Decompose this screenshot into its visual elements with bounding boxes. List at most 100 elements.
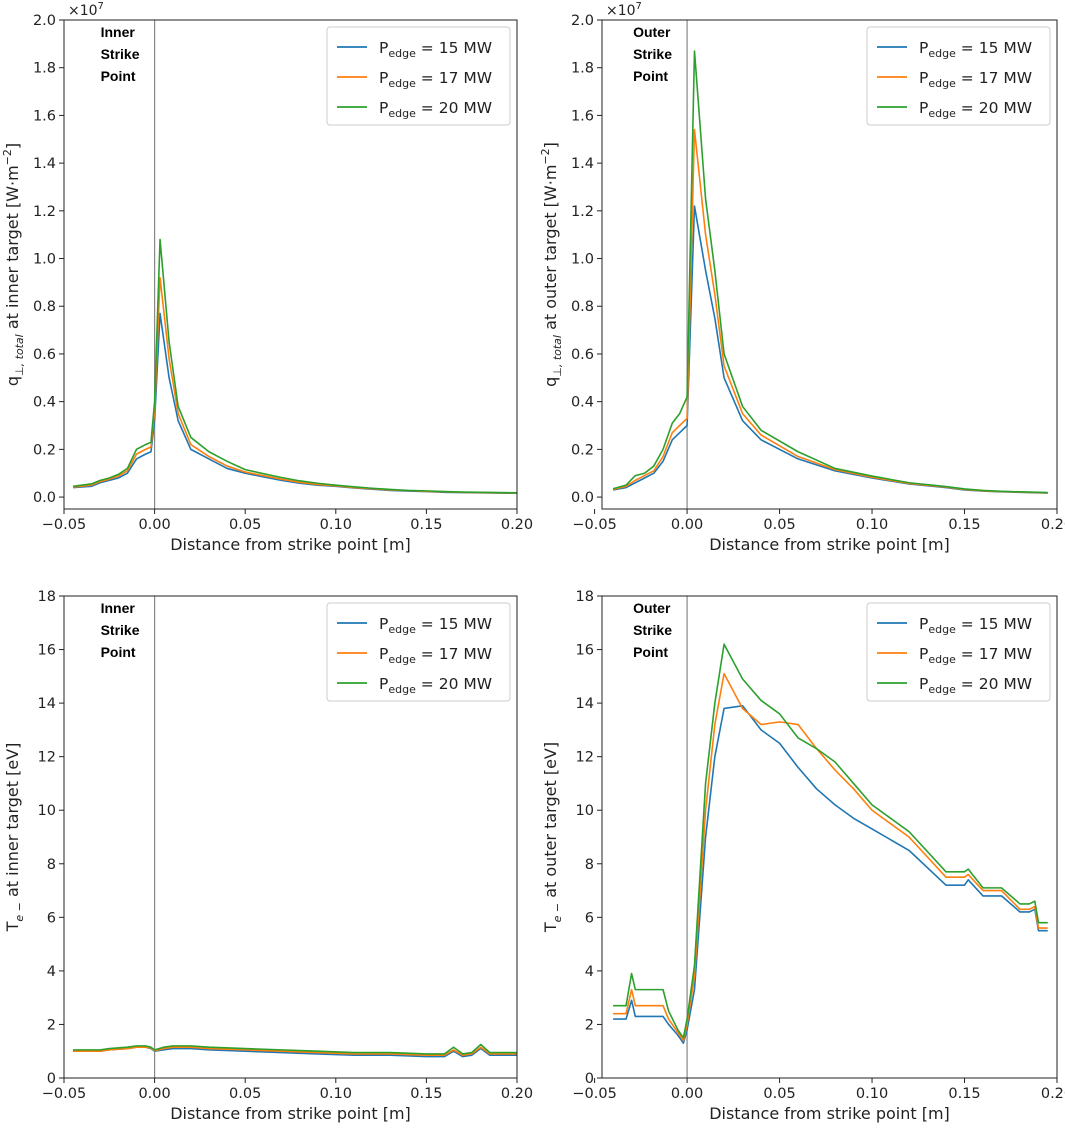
y-tick-label: 18 [38, 589, 56, 605]
x-tick-label: 0.00 [671, 1086, 703, 1102]
x-axis-label: Distance from strike point [m] [709, 1104, 950, 1123]
y-tick-label: 0.0 [33, 490, 56, 506]
y-tick-label: 4 [47, 964, 56, 980]
x-tick-label: −0.05 [572, 1086, 616, 1102]
x-axis-label: Distance from strike point [m] [709, 535, 950, 554]
legend-label-15mw: Pedge = 15 MW [919, 39, 1032, 60]
x-tick-label: −0.05 [42, 1086, 86, 1102]
strike-point-annotation: Strike [633, 46, 672, 62]
x-tick-label: 0.15 [410, 1086, 442, 1102]
legend-subscript: edge [388, 623, 416, 636]
legend-subscript: edge [928, 683, 956, 696]
strike-point-annotation: Outer [633, 24, 671, 40]
legend-value: 17 [979, 69, 999, 87]
series-line-20mw [613, 643, 1048, 1039]
x-tick-label: 0.20 [501, 517, 533, 533]
y-tick-label: 2.0 [33, 13, 56, 29]
legend-value: 20 [979, 675, 999, 693]
x-tick-label: 0.05 [763, 1086, 795, 1102]
series-line-17mw [613, 672, 1048, 1042]
strike-point-annotation: Inner [101, 600, 136, 616]
y-label-text: at inner target [W·m [3, 165, 22, 334]
x-axis-label: Distance from strike point [m] [170, 535, 411, 554]
series-line-15mw [613, 704, 1048, 1044]
y-label-main: T [541, 922, 560, 933]
legend-subscript: edge [928, 623, 956, 636]
strike-point-annotation: Point [101, 644, 136, 660]
y-tick-label: 4 [585, 964, 594, 980]
series-line-17mw [73, 1046, 517, 1057]
y-axis-label: Te − at outer target [eV] [541, 742, 564, 933]
y-tick-label: 16 [576, 643, 594, 659]
legend-value: 17 [439, 645, 459, 663]
legend-prefix: P [919, 99, 928, 117]
y-tick-label: 10 [38, 803, 56, 819]
legend-value: 15 [979, 615, 999, 633]
multiplier-exponent: 7 [636, 1, 642, 12]
y-label-main: q [3, 376, 22, 386]
y-label-close: ] [3, 143, 22, 149]
x-tick-label: 0.20 [501, 1086, 533, 1102]
x-tick-label: 0.15 [948, 1086, 980, 1102]
x-tick-label: 0.05 [763, 517, 795, 533]
y-tick-label: 1.0 [571, 252, 594, 268]
legend-subscript: edge [388, 107, 416, 120]
legend-box [866, 26, 1051, 126]
legend-unit: MW [998, 39, 1032, 57]
legend-subscript: edge [388, 653, 416, 666]
axes-frame [601, 19, 1058, 510]
strike-point-annotation: Point [633, 644, 668, 660]
legend-prefix: P [379, 615, 388, 633]
y-tick-label: 0.2 [33, 442, 56, 458]
series-line-20mw [72, 238, 518, 494]
legend-equals: = [416, 645, 439, 663]
x-tick-label: 0.05 [229, 1086, 261, 1102]
y-tick-label: 0 [47, 1071, 56, 1087]
legend-unit: MW [458, 675, 492, 693]
legend-equals: = [956, 645, 979, 663]
legend-equals: = [956, 615, 979, 633]
y-tick-label: 0.6 [33, 347, 56, 363]
y-tick-label: 8 [47, 857, 56, 873]
y-axis-label: q⊥, total at outer target [W·m−2] [539, 142, 564, 387]
x-tick-label: 0.00 [138, 1086, 170, 1102]
strike-point-annotation: Point [101, 68, 136, 84]
y-label-text: at inner target [eV] [3, 743, 22, 903]
legend-prefix: P [379, 69, 388, 87]
legend-value: 15 [439, 615, 459, 633]
legend-box [326, 602, 511, 702]
y-tick-label: 2 [47, 1017, 56, 1033]
chart-panel-bottom-left: −0.05 0.00 0.05 0.10 0.15 0.20 0 2 4 6 8 10 12 14 16 18… [3, 589, 533, 1123]
x-tick-label: 0.10 [320, 1086, 352, 1102]
y-tick-label: 12 [38, 750, 56, 766]
x-tick-label: −0.05 [572, 517, 616, 533]
y-tick-label: 14 [38, 696, 56, 712]
strike-point-annotation: Inner [101, 24, 136, 40]
y-tick-label: 0.4 [33, 395, 56, 411]
series-line-15mw [73, 312, 518, 495]
y-label-subscript: ⊥, total [13, 334, 26, 376]
legend-unit: MW [998, 615, 1032, 633]
y-tick-label: 0.0 [571, 490, 594, 506]
legend-subscript: edge [928, 107, 956, 120]
legend-label-15mw: Pedge = 15 MW [919, 615, 1032, 636]
legend-box [866, 602, 1051, 702]
x-tick-label: −0.05 [42, 517, 86, 533]
legend-unit: MW [458, 645, 492, 663]
series-line-15mw [612, 205, 1048, 494]
y-tick-label: 1.8 [33, 61, 56, 77]
y-label-subscript: ⊥, total [551, 335, 564, 377]
legend-equals: = [956, 69, 979, 87]
x-tick-label: 0.15 [948, 517, 980, 533]
x-tick-label: 0.00 [138, 517, 170, 533]
legend-value: 20 [979, 99, 999, 117]
y-label-main: q [541, 377, 560, 387]
legend-equals: = [956, 39, 979, 57]
chart-panel-bottom-right: −0.05 0.00 0.05 0.10 0.15 0.20 0 2 4 6 8 10 12 14 16 18… [541, 589, 1065, 1123]
legend-box [326, 26, 511, 126]
legend-equals: = [416, 69, 439, 87]
y-tick-label: 1.4 [33, 156, 56, 172]
